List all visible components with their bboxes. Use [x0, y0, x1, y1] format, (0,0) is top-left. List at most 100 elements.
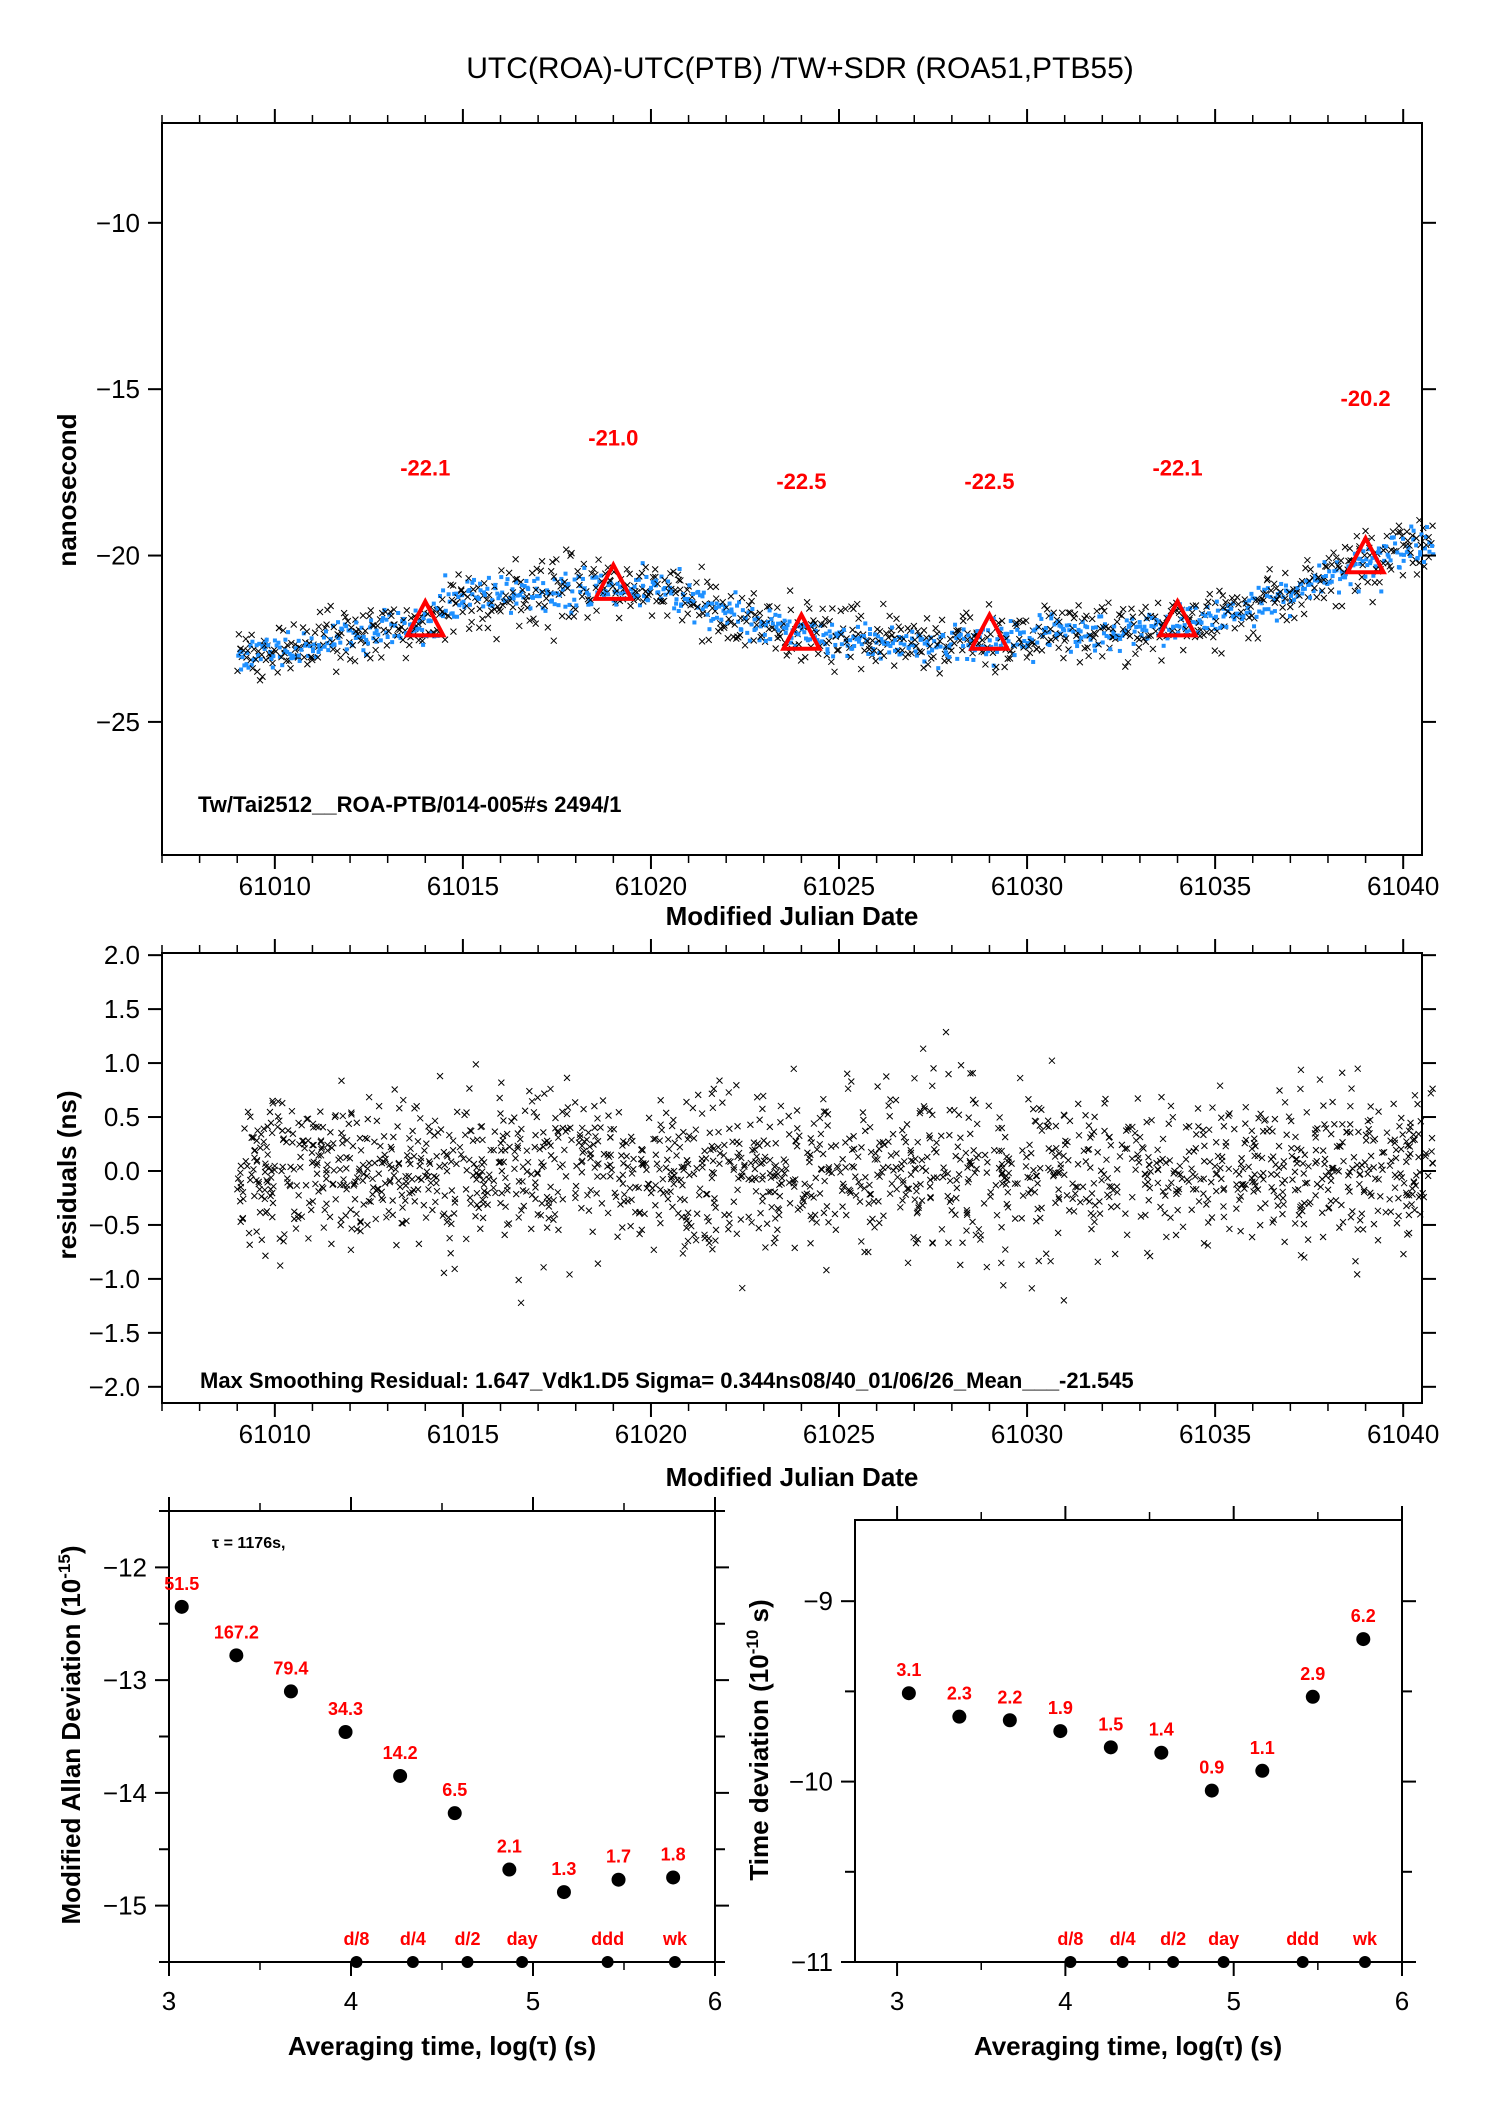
residual-point-x: [395, 1160, 403, 1168]
residual-point-x: [237, 1183, 245, 1191]
residual-point-x: [339, 1134, 347, 1141]
time-series-point-x: [805, 605, 813, 612]
residual-point-x: [462, 1235, 470, 1243]
residual-point-x: [236, 1169, 244, 1177]
time-series-point-x: [1368, 534, 1376, 542]
time-series-point-blue: [999, 626, 1004, 631]
residual-point-x: [884, 1163, 892, 1171]
residual-point-x: [819, 1150, 827, 1158]
time-series-point-x: [623, 565, 631, 573]
residual-point-x: [1386, 1162, 1394, 1170]
time-series-point-blue: [567, 602, 572, 607]
time-series-point-x: [1283, 616, 1291, 624]
tdev-point: [1053, 1724, 1068, 1739]
residual-point-x: [902, 1138, 910, 1146]
time-series-point-blue: [1384, 544, 1389, 549]
residual-point-x: [757, 1209, 764, 1217]
time-series-point-blue: [1101, 631, 1106, 636]
time-series-point-blue: [1370, 555, 1375, 560]
time-series-point-blue: [1018, 631, 1023, 636]
time-series-point-blue: [455, 614, 460, 619]
time-series-point-x: [829, 605, 836, 612]
residual-point-x: [1200, 1157, 1208, 1165]
time-series-point-blue: [546, 591, 551, 596]
time-series-point-x: [776, 633, 784, 641]
time-series-point-blue: [1311, 589, 1316, 594]
residual-point-x: [1301, 1179, 1309, 1187]
residual-point-x: [904, 1259, 912, 1267]
time-series-point-blue: [1299, 581, 1304, 586]
residual-point-x: [456, 1143, 464, 1151]
residual-point-x: [1390, 1100, 1398, 1108]
residual-point-x: [726, 1125, 733, 1133]
time-series-point-blue: [867, 627, 872, 632]
time-series-point-blue: [1292, 597, 1297, 602]
time-series-point-blue: [381, 616, 386, 621]
residual-point-x: [1269, 1153, 1277, 1161]
time-series-point-blue: [876, 634, 881, 639]
residual-point-x: [782, 1165, 790, 1172]
residual-point-x: [605, 1112, 612, 1120]
residual-point-x: [1107, 1203, 1115, 1211]
residual-point-x: [1217, 1175, 1225, 1183]
time-series-point-blue: [650, 580, 655, 585]
residual-point-x: [1289, 1176, 1296, 1183]
residuals-xtick-label: 61010: [239, 1419, 311, 1449]
time-series-point-blue: [417, 626, 422, 631]
mdev-ylabel-sup: -15: [55, 1554, 74, 1579]
time-series-point-x: [372, 636, 380, 644]
tdev-xtick-label: 6: [1395, 1986, 1409, 2016]
time-series-point-x: [978, 636, 986, 644]
residual-point-x: [1207, 1178, 1215, 1186]
residual-point-x: [1245, 1163, 1252, 1171]
time-series-point-blue: [1088, 637, 1093, 642]
residual-point-x: [1416, 1169, 1424, 1176]
residual-point-x: [1359, 1225, 1367, 1233]
time-series-point-x: [773, 604, 781, 611]
residual-point-x: [347, 1206, 355, 1214]
time-series-point-blue: [859, 642, 864, 647]
time-series-point-blue: [556, 603, 561, 608]
time-series-point-blue: [1144, 628, 1149, 633]
time-series-point-blue: [932, 639, 937, 644]
residual-point-x: [564, 1125, 571, 1133]
residual-point-x: [1325, 1204, 1333, 1211]
time-series-point-blue: [1012, 653, 1017, 658]
time-series-point-blue: [991, 663, 996, 668]
time-series-point-x: [842, 605, 849, 613]
residual-point-x: [271, 1166, 278, 1174]
time-series-point-blue: [560, 587, 565, 592]
residual-point-x: [383, 1213, 390, 1221]
residual-point-x: [1188, 1206, 1196, 1214]
residual-point-x: [888, 1180, 896, 1188]
residual-point-x: [416, 1114, 424, 1122]
time-series-point-blue: [1250, 596, 1255, 601]
residual-point-x: [1001, 1246, 1009, 1253]
residual-point-x: [527, 1225, 535, 1233]
time-series-xtick-label: 61030: [991, 871, 1063, 901]
residual-point-x: [1169, 1113, 1177, 1121]
time-series-point-x: [725, 615, 733, 623]
residual-point-x: [734, 1186, 741, 1194]
residual-point-x: [690, 1231, 698, 1239]
residual-point-x: [1202, 1201, 1210, 1208]
time-series-point-blue: [1039, 616, 1044, 621]
residual-point-x: [276, 1262, 284, 1269]
time-series-point-blue: [572, 597, 577, 602]
mdev-point: [666, 1870, 681, 1885]
time-series-point-blue: [481, 590, 486, 595]
time-series-point-x: [1271, 599, 1279, 606]
time-series-point-x: [772, 645, 780, 652]
time-series-point-blue: [266, 643, 271, 648]
residual-point-x: [637, 1146, 645, 1154]
residual-point-x: [1195, 1123, 1202, 1130]
residual-point-x: [496, 1159, 504, 1166]
time-series-point-blue: [1063, 633, 1068, 638]
residual-point-x: [1057, 1160, 1064, 1168]
time-series-point-blue: [966, 633, 971, 638]
residual-point-x: [611, 1189, 619, 1197]
residual-point-x: [628, 1137, 636, 1145]
residual-point-x: [915, 1204, 922, 1212]
time-series-point-blue: [906, 645, 911, 650]
